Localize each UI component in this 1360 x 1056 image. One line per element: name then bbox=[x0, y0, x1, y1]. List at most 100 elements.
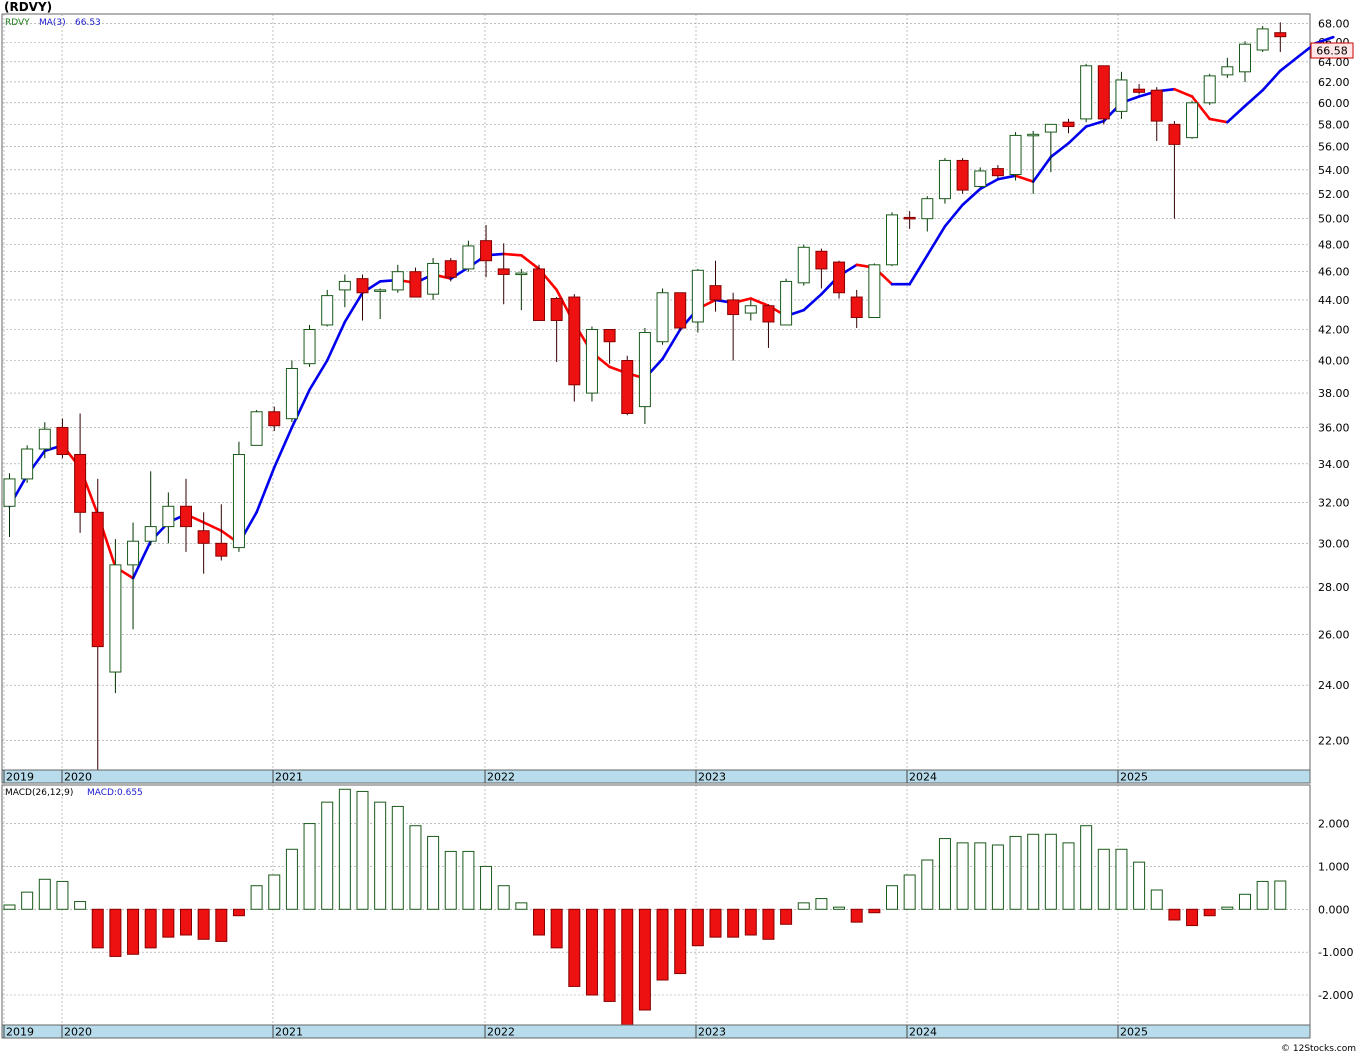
price-y-tick: 42.00 bbox=[1318, 323, 1350, 336]
candle bbox=[250, 410, 263, 446]
candle bbox=[515, 268, 528, 311]
candle bbox=[3, 473, 16, 538]
ma-segment bbox=[1067, 125, 1088, 145]
macd-bar bbox=[1062, 842, 1075, 910]
candle bbox=[1044, 123, 1057, 173]
macd-bar bbox=[162, 908, 175, 938]
candle bbox=[780, 278, 793, 326]
macd-bar bbox=[991, 844, 1004, 910]
candle bbox=[621, 355, 634, 416]
candle bbox=[1115, 71, 1128, 119]
macd-bar bbox=[674, 908, 687, 975]
candle bbox=[497, 243, 510, 305]
candle bbox=[480, 225, 493, 278]
footer-credit: © 12Stocks.com bbox=[1281, 1044, 1356, 1054]
macd-bar bbox=[1168, 908, 1181, 921]
candle bbox=[409, 267, 422, 298]
candle bbox=[268, 406, 281, 431]
candle-body bbox=[585, 328, 598, 394]
candle-body bbox=[850, 296, 863, 319]
macd-bar bbox=[956, 842, 969, 910]
ma-segment bbox=[502, 252, 523, 257]
candle bbox=[391, 264, 404, 293]
price-y-tick: 60.00 bbox=[1318, 97, 1350, 110]
candle-body bbox=[109, 564, 122, 673]
ma-segment bbox=[1031, 155, 1053, 183]
macd-bar bbox=[3, 904, 16, 910]
legend-ma-label: MA(3) bbox=[39, 18, 66, 28]
macd-bar bbox=[974, 842, 987, 910]
ma-segment bbox=[1243, 88, 1264, 108]
macd-year-label: 2020 bbox=[64, 1026, 92, 1039]
price-year-label: 2023 bbox=[698, 771, 726, 784]
ma-segment bbox=[343, 291, 364, 324]
macd-bar bbox=[91, 908, 104, 949]
macd-bar bbox=[709, 908, 722, 938]
candle bbox=[938, 158, 951, 204]
macd-bar bbox=[780, 908, 793, 925]
macd-bar bbox=[903, 874, 916, 910]
macd-bar bbox=[1027, 833, 1040, 910]
candle-body bbox=[603, 328, 616, 343]
candle-body bbox=[197, 530, 210, 544]
candle bbox=[109, 539, 122, 694]
price-legend: RDVY MA(3) 66.53 bbox=[5, 18, 101, 28]
ma-segment bbox=[1049, 141, 1070, 159]
ma-segment bbox=[325, 320, 347, 362]
candle-body bbox=[903, 216, 916, 220]
candle bbox=[886, 212, 898, 267]
candle-body bbox=[1044, 123, 1057, 133]
candle bbox=[974, 167, 987, 188]
candle bbox=[462, 240, 475, 272]
candle-body bbox=[462, 245, 475, 270]
candle bbox=[1080, 63, 1093, 123]
candle-body bbox=[727, 299, 740, 316]
candle bbox=[162, 492, 175, 544]
candle bbox=[850, 289, 863, 328]
macd-bar bbox=[815, 898, 828, 910]
macd-bar bbox=[338, 788, 351, 910]
candle-body bbox=[515, 272, 528, 276]
macd-bar bbox=[850, 908, 863, 923]
candle-body bbox=[744, 305, 757, 314]
legend-ma-value: 66.53 bbox=[75, 18, 101, 28]
candle bbox=[1009, 132, 1022, 181]
ma-segment bbox=[661, 328, 682, 361]
price-y-tick: 64.00 bbox=[1318, 56, 1350, 69]
candle-body bbox=[3, 478, 16, 507]
macd-bar bbox=[144, 908, 157, 949]
candle bbox=[868, 263, 881, 319]
candle bbox=[215, 504, 228, 561]
candle bbox=[1221, 57, 1234, 78]
price-year-label: 2025 bbox=[1120, 771, 1148, 784]
macd-y-tick: 1.000 bbox=[1318, 860, 1350, 873]
candle bbox=[550, 297, 563, 363]
candle bbox=[38, 422, 51, 459]
macd-y-tick: -2.000 bbox=[1318, 989, 1353, 1002]
candle bbox=[727, 292, 740, 361]
price-y-tick: 52.00 bbox=[1318, 188, 1350, 201]
candle-body bbox=[956, 159, 969, 191]
macd-bar bbox=[603, 908, 616, 1002]
ma-segment bbox=[1084, 119, 1106, 128]
macd-panel bbox=[1, 784, 1311, 1026]
ma-segment bbox=[925, 225, 947, 257]
macd-bar bbox=[1133, 861, 1146, 910]
ma-segment bbox=[1173, 87, 1194, 98]
candle bbox=[1133, 84, 1146, 95]
candle bbox=[180, 478, 192, 552]
price-y-tick: 50.00 bbox=[1318, 213, 1350, 226]
candle-body bbox=[127, 540, 140, 566]
ma-segment bbox=[1314, 35, 1335, 45]
candle bbox=[356, 274, 369, 321]
candle-body bbox=[886, 214, 898, 266]
candle-body bbox=[868, 264, 881, 319]
candle-body bbox=[91, 511, 104, 648]
candle bbox=[1239, 41, 1251, 82]
macd-legend-label: MACD(26,12,9) bbox=[5, 788, 73, 798]
macd-bar bbox=[38, 878, 51, 910]
last-price-badge: 66.58 bbox=[1310, 42, 1354, 59]
macd-year-label: 2021 bbox=[275, 1026, 303, 1039]
candle bbox=[674, 292, 687, 332]
macd-bar bbox=[833, 906, 846, 910]
